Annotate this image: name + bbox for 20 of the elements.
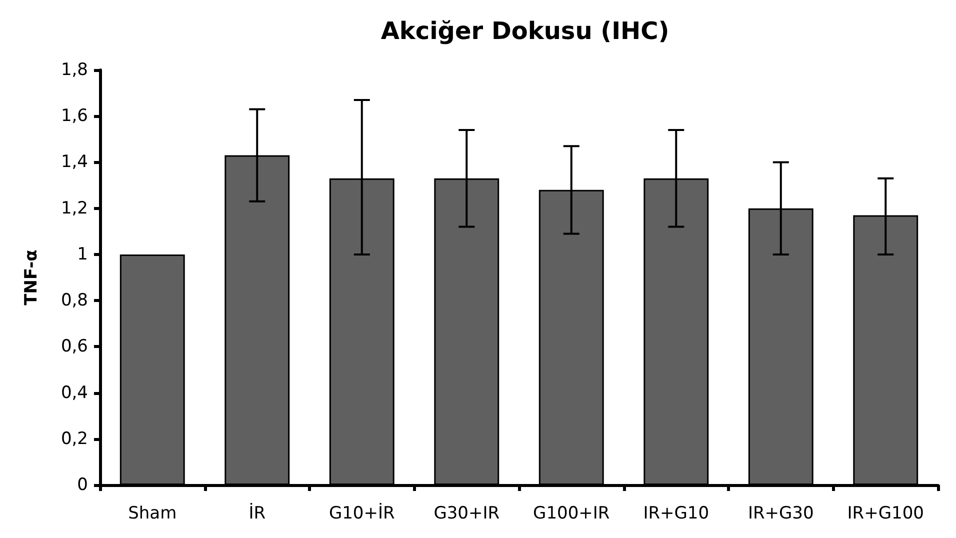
y-tick-label: 1,2 bbox=[60, 198, 88, 218]
y-tick-label: 0,4 bbox=[60, 382, 88, 403]
y-tick-label: 0,2 bbox=[60, 428, 88, 449]
y-tick-label: 0,6 bbox=[60, 336, 88, 357]
y-tick-label: 0 bbox=[77, 475, 88, 495]
x-tick-label: G100+IR bbox=[533, 504, 610, 524]
x-tick-label: IR+G30 bbox=[748, 504, 814, 524]
y-tick-label: 1,6 bbox=[60, 106, 88, 126]
x-tick-label: İR bbox=[248, 502, 266, 524]
y-tick-label: 0,8 bbox=[60, 290, 88, 311]
y-tick-label: 1,8 bbox=[60, 60, 88, 80]
x-tick-label: Sham bbox=[128, 504, 177, 524]
y-tick-label: 1 bbox=[77, 244, 88, 264]
x-tick-label: IR+G100 bbox=[847, 504, 924, 524]
x-tick-label: G10+İR bbox=[328, 502, 395, 524]
x-tick-label: IR+G10 bbox=[643, 504, 710, 524]
x-tick-label: G30+IR bbox=[434, 504, 500, 524]
chart-title: Akciğer Dokusu (IHC) bbox=[380, 17, 670, 45]
y-tick-label: 1,4 bbox=[60, 152, 88, 172]
y-axis-title: TNF-α bbox=[22, 250, 42, 306]
